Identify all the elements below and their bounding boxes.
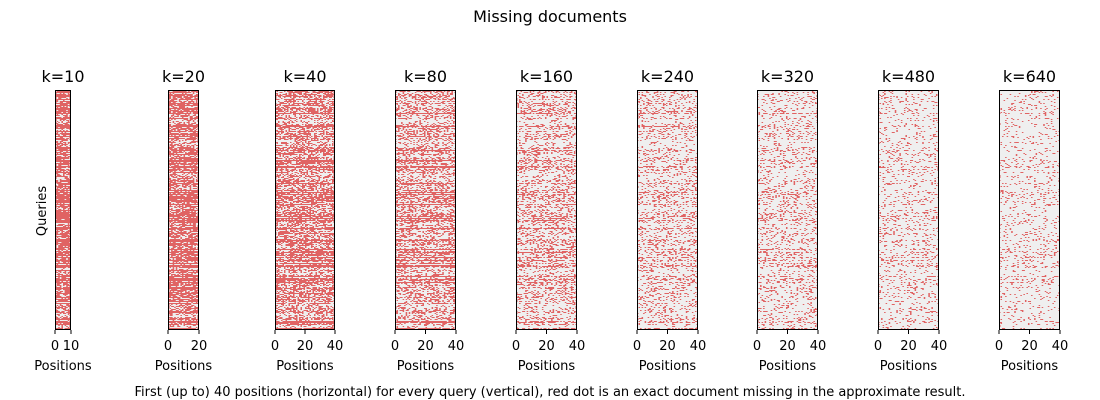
missing-document-dots (637, 90, 698, 330)
x-axis-label: Positions (518, 359, 576, 374)
panel-title: k=20 (162, 67, 205, 86)
x-axis-label: Positions (155, 359, 213, 374)
panel-frame (395, 90, 456, 330)
x-axis-label: Positions (276, 359, 334, 374)
x-axis-label: Positions (1001, 359, 1059, 374)
x-tick-label: 10 (63, 339, 80, 354)
missing-document-dots (168, 90, 199, 330)
x-tick-label: 20 (538, 339, 555, 354)
x-tick-label: 40 (569, 339, 586, 354)
x-axis-label: Positions (880, 359, 938, 374)
heatmap-panel-k=320: k=320 0 20 40 Positions (753, 67, 826, 374)
x-tick-label: 20 (779, 339, 796, 354)
panel-title: k=480 (882, 67, 935, 86)
x-tick-label: 0 (633, 339, 641, 354)
panel-frame (637, 90, 698, 330)
x-tick-label: 0 (753, 339, 761, 354)
panel-title: k=160 (520, 67, 573, 86)
heatmap-panels: k=10 0 10 Positions k=20 0 20 Positions k=40 0 20 4… (34, 67, 1068, 374)
missing-document-dots (395, 90, 456, 330)
x-tick-label: 20 (191, 339, 208, 354)
panel-frame (999, 90, 1060, 330)
y-axis-label: Queries (35, 186, 50, 236)
x-axis-label: Positions (34, 359, 92, 374)
x-axis-label: Positions (639, 359, 697, 374)
x-tick-label: 20 (1021, 339, 1038, 354)
panel-title: k=640 (1003, 67, 1056, 86)
heatmap-panel-k=160: k=160 0 20 40 Positions (512, 67, 585, 374)
x-tick-label: 40 (931, 339, 948, 354)
x-tick-label: 0 (51, 339, 59, 354)
x-tick-label: 0 (874, 339, 882, 354)
x-tick-label: 0 (271, 339, 279, 354)
x-tick-label: 20 (297, 339, 314, 354)
panel-frame (757, 90, 818, 330)
x-tick-label: 0 (512, 339, 520, 354)
x-tick-label: 40 (1052, 339, 1069, 354)
panel-title: k=10 (41, 67, 84, 86)
missing-document-dots (516, 90, 577, 330)
heatmap-panel-k=240: k=240 0 20 40 Positions (633, 67, 706, 374)
heatmap-panel-k=20: k=20 0 20 Positions (155, 67, 213, 374)
panel-title: k=40 (283, 67, 326, 86)
x-tick-label: 0 (995, 339, 1003, 354)
heatmap-panel-k=80: k=80 0 20 40 Positions (391, 67, 464, 374)
panel-title: k=80 (404, 67, 447, 86)
x-tick-label: 20 (417, 339, 434, 354)
panel-frame (878, 90, 939, 330)
panel-title: k=240 (641, 67, 694, 86)
x-tick-label: 40 (327, 339, 344, 354)
x-axis-label: Positions (759, 359, 817, 374)
x-tick-label: 40 (690, 339, 707, 354)
x-tick-label: 40 (448, 339, 465, 354)
missing-document-dots (757, 90, 818, 330)
x-axis-label: Positions (397, 359, 455, 374)
panel-title: k=320 (761, 67, 814, 86)
panel-frame (55, 90, 71, 330)
heatmap-panel-k=480: k=480 0 20 40 Positions (874, 67, 947, 374)
x-tick-label: 40 (810, 339, 827, 354)
heatmap-panel-k=10: k=10 0 10 Positions (34, 67, 92, 374)
figure-title: Missing documents (473, 7, 627, 26)
x-tick-label: 20 (659, 339, 676, 354)
missing-document-dots (275, 90, 335, 330)
heatmap-panel-k=40: k=40 0 20 40 Positions (271, 67, 343, 374)
panel-frame (168, 90, 199, 330)
x-tick-label: 0 (391, 339, 399, 354)
panel-frame (275, 90, 335, 330)
missing-document-dots (999, 90, 1060, 330)
x-tick-label: 20 (900, 339, 917, 354)
missing-document-dots (55, 90, 71, 330)
x-tick-label: 0 (164, 339, 172, 354)
panel-background (999, 90, 1060, 330)
heatmap-panel-k=640: k=640 0 20 40 Positions (995, 67, 1068, 374)
panel-frame (516, 90, 577, 330)
figure-caption: First (up to) 40 positions (horizontal) … (135, 385, 966, 400)
missing-document-dots (878, 90, 939, 330)
